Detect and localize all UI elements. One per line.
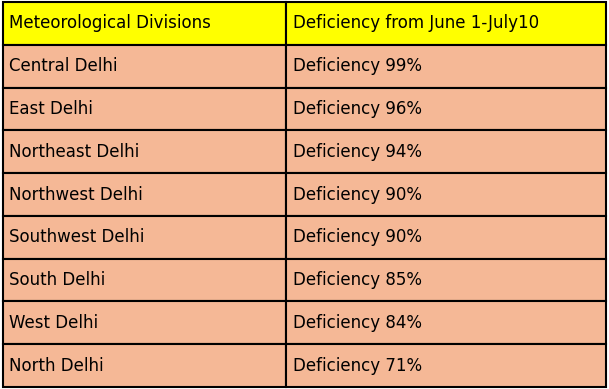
Bar bbox=[3, 45, 286, 88]
Bar bbox=[286, 88, 606, 130]
Bar bbox=[286, 130, 606, 173]
Text: Northwest Delhi: Northwest Delhi bbox=[9, 186, 143, 203]
Text: Deficiency from June 1-July10: Deficiency from June 1-July10 bbox=[292, 14, 538, 32]
Text: Meteorological Divisions: Meteorological Divisions bbox=[9, 14, 211, 32]
Text: Deficiency 90%: Deficiency 90% bbox=[292, 228, 421, 246]
Text: Southwest Delhi: Southwest Delhi bbox=[9, 228, 144, 246]
Bar bbox=[3, 2, 286, 45]
Text: Deficiency 84%: Deficiency 84% bbox=[292, 314, 421, 332]
Text: Deficiency 71%: Deficiency 71% bbox=[292, 357, 421, 375]
Text: Deficiency 94%: Deficiency 94% bbox=[292, 143, 421, 161]
Text: North Delhi: North Delhi bbox=[9, 357, 104, 375]
Text: West Delhi: West Delhi bbox=[9, 314, 98, 332]
Bar bbox=[3, 301, 286, 344]
Text: Deficiency 90%: Deficiency 90% bbox=[292, 186, 421, 203]
Bar bbox=[286, 173, 606, 216]
Bar bbox=[3, 216, 286, 259]
Text: Deficiency 99%: Deficiency 99% bbox=[292, 57, 421, 75]
Bar bbox=[286, 301, 606, 344]
Bar bbox=[3, 88, 286, 130]
Bar bbox=[286, 344, 606, 387]
Bar bbox=[3, 259, 286, 301]
Bar bbox=[3, 173, 286, 216]
Bar bbox=[3, 130, 286, 173]
Text: Deficiency 85%: Deficiency 85% bbox=[292, 271, 421, 289]
Text: Central Delhi: Central Delhi bbox=[9, 57, 118, 75]
Text: East Delhi: East Delhi bbox=[9, 100, 93, 118]
Bar bbox=[286, 259, 606, 301]
Text: South Delhi: South Delhi bbox=[9, 271, 105, 289]
Bar bbox=[286, 216, 606, 259]
Bar bbox=[286, 2, 606, 45]
Bar bbox=[286, 45, 606, 88]
Text: Deficiency 96%: Deficiency 96% bbox=[292, 100, 421, 118]
Text: Northeast Delhi: Northeast Delhi bbox=[9, 143, 139, 161]
Bar bbox=[3, 344, 286, 387]
